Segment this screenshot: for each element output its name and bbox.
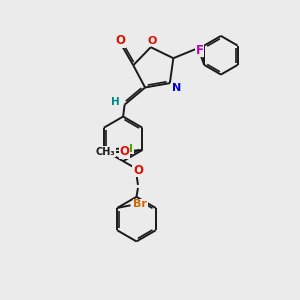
Text: O: O — [148, 36, 157, 46]
Text: Cl: Cl — [122, 143, 134, 154]
Text: N: N — [172, 83, 181, 94]
Text: O: O — [133, 164, 143, 177]
Text: Br: Br — [133, 200, 147, 209]
Text: F: F — [196, 44, 204, 56]
Text: O: O — [120, 145, 130, 158]
Text: H: H — [111, 97, 119, 107]
Text: O: O — [116, 34, 126, 47]
Text: CH₃: CH₃ — [95, 146, 115, 157]
